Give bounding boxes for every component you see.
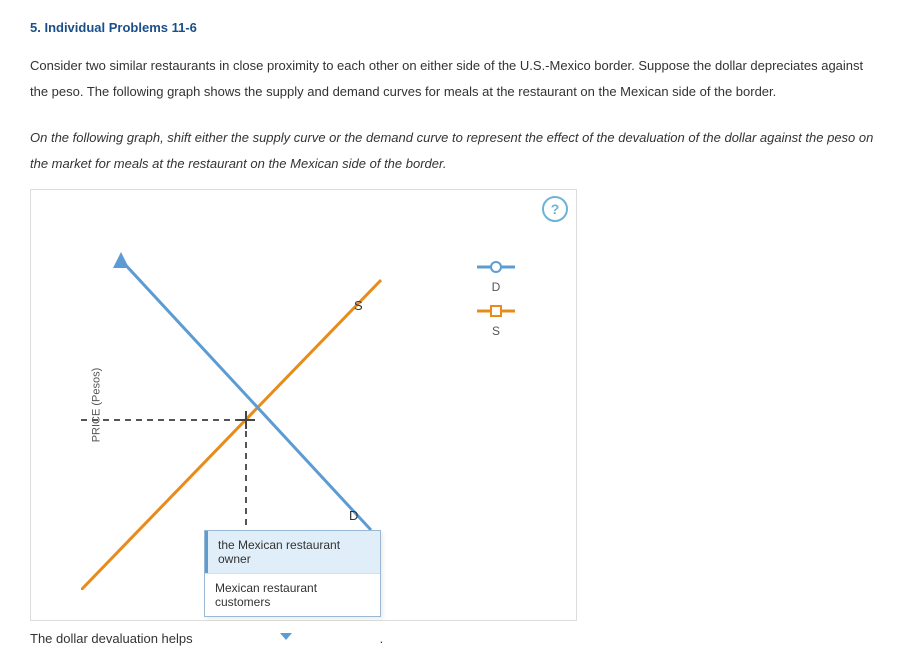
problem-instruction: On the following graph, shift either the… (30, 125, 880, 177)
dropdown-arrow-icon[interactable] (199, 633, 374, 645)
legend: D S (456, 260, 536, 348)
legend-item-supply[interactable]: S (456, 304, 536, 338)
dropdown-menu[interactable]: the Mexican restaurant owner Mexican res… (204, 530, 381, 617)
legend-label-supply: S (456, 324, 536, 338)
demand-handle-icon[interactable] (113, 252, 129, 268)
legend-label-demand: D (456, 280, 536, 294)
supply-label: S (354, 298, 363, 313)
dropdown-option-customers[interactable]: Mexican restaurant customers (205, 573, 380, 616)
graph-panel: ? PRICE (Pesos) S D Q D (30, 189, 577, 621)
legend-marker-demand (477, 260, 515, 274)
footer-prefix: The dollar devaluation helps (30, 631, 193, 646)
footer-sentence: The dollar devaluation helps . (30, 631, 880, 646)
problem-body: Consider two similar restaurants in clos… (30, 53, 880, 105)
problem-title: 5. Individual Problems 11-6 (30, 20, 880, 35)
footer-suffix: . (380, 631, 384, 646)
legend-item-demand[interactable]: D (456, 260, 536, 294)
dropdown-option-owner[interactable]: the Mexican restaurant owner (205, 531, 380, 573)
legend-marker-supply (477, 304, 515, 318)
help-button[interactable]: ? (542, 196, 568, 222)
demand-label: D (349, 508, 358, 523)
